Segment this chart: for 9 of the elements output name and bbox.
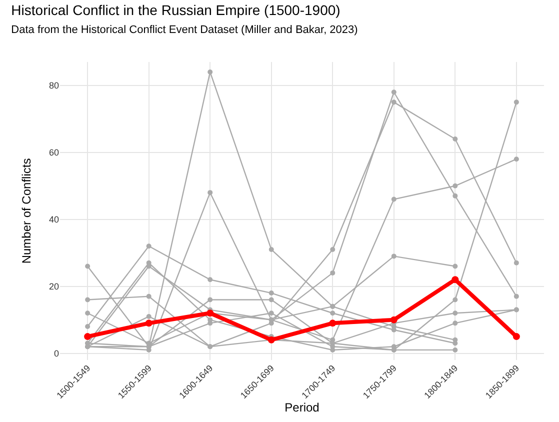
y-axis-title: Number of Conflicts	[19, 158, 34, 264]
y-tick-label: 0	[54, 348, 59, 358]
y-tick-label: 20	[48, 281, 59, 292]
chart-subtitle: Data from the Historical Conflict Event Dataset (Miller and Bakar, 2023)	[11, 24, 358, 36]
y-tick-label: 80	[48, 80, 59, 91]
chart-title: Historical Conflict in the Russian Empire (1500-1900)	[11, 2, 340, 18]
y-tick-label: 60	[48, 148, 59, 158]
y-tick-label: 40	[48, 214, 59, 225]
x-axis-title: Period	[284, 400, 320, 415]
